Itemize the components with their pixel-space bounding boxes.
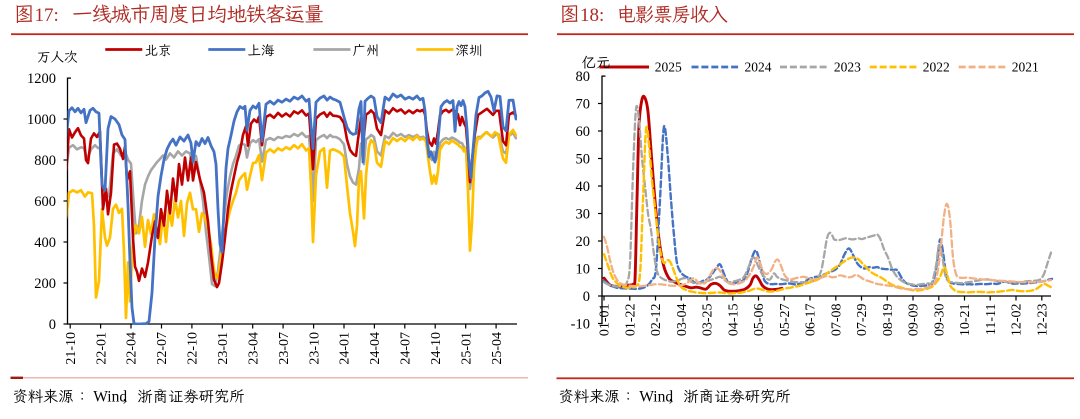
svg-text:800: 800 [34, 153, 56, 169]
svg-text:Wind: Wind [93, 389, 127, 406]
svg-text:12-23: 12-23 [1036, 304, 1051, 337]
svg-text:12-02: 12-02 [1010, 304, 1025, 337]
svg-text:21-10: 21-10 [64, 332, 79, 365]
svg-text:25-01: 25-01 [459, 332, 474, 365]
svg-text:23-04: 23-04 [246, 332, 261, 365]
svg-text:24-01: 24-01 [338, 332, 353, 365]
svg-text:0: 0 [583, 289, 590, 305]
svg-text:17:: 17: [35, 5, 59, 26]
svg-text:22-07: 22-07 [155, 332, 170, 365]
svg-text:600: 600 [34, 194, 56, 210]
svg-text:2021: 2021 [1012, 60, 1039, 75]
svg-text:30: 30 [576, 206, 591, 222]
svg-text:11-11: 11-11 [984, 304, 999, 336]
svg-text:70: 70 [576, 96, 591, 112]
svg-text:10: 10 [576, 261, 591, 277]
svg-text:24-10: 24-10 [429, 332, 444, 365]
svg-text:60: 60 [576, 124, 591, 140]
svg-text:50: 50 [576, 151, 591, 167]
svg-text:1200: 1200 [27, 71, 56, 87]
svg-text:80: 80 [576, 69, 591, 85]
svg-text:09-09: 09-09 [907, 304, 922, 337]
svg-text:23-07: 23-07 [277, 332, 292, 365]
svg-text:2022: 2022 [923, 60, 950, 75]
svg-text:23-10: 23-10 [307, 332, 322, 365]
svg-text:07-29: 07-29 [855, 304, 870, 337]
svg-text:03-25: 03-25 [701, 304, 716, 337]
svg-text:07-08: 07-08 [830, 304, 845, 337]
svg-text:09-30: 09-30 [933, 304, 948, 337]
svg-text:0: 0 [49, 317, 56, 333]
svg-text:01-01: 01-01 [598, 304, 613, 337]
svg-text:10-21: 10-21 [958, 304, 973, 337]
svg-text:04-15: 04-15 [727, 304, 742, 337]
svg-text:1000: 1000 [27, 112, 56, 128]
svg-text:23-01: 23-01 [216, 332, 231, 365]
svg-text:Wind: Wind [639, 389, 673, 406]
svg-text:24-07: 24-07 [399, 332, 414, 365]
svg-text:05-27: 05-27 [778, 304, 793, 337]
svg-text:,: , [669, 385, 674, 405]
svg-text:400: 400 [34, 235, 56, 251]
svg-text:-10: -10 [571, 316, 590, 332]
svg-text:25-04: 25-04 [490, 332, 505, 365]
svg-text:22-01: 22-01 [94, 332, 109, 365]
svg-text:24-04: 24-04 [368, 332, 383, 365]
svg-text:20: 20 [576, 234, 591, 250]
svg-text:2024: 2024 [745, 60, 772, 75]
svg-text:02-12: 02-12 [649, 304, 664, 337]
svg-text:,: , [123, 385, 128, 405]
svg-text:2025: 2025 [655, 60, 682, 75]
svg-text:03-04: 03-04 [675, 304, 690, 337]
svg-text:2023: 2023 [834, 60, 861, 75]
svg-text:06-17: 06-17 [804, 304, 819, 337]
svg-text:05-06: 05-06 [752, 304, 767, 337]
svg-text:18:: 18: [580, 5, 604, 26]
svg-text:08-19: 08-19 [881, 304, 896, 337]
svg-text:01-22: 01-22 [624, 304, 639, 337]
svg-text:22-10: 22-10 [186, 332, 201, 365]
svg-text:200: 200 [34, 276, 56, 292]
svg-text:40: 40 [576, 179, 591, 195]
svg-text:22-04: 22-04 [125, 332, 140, 365]
